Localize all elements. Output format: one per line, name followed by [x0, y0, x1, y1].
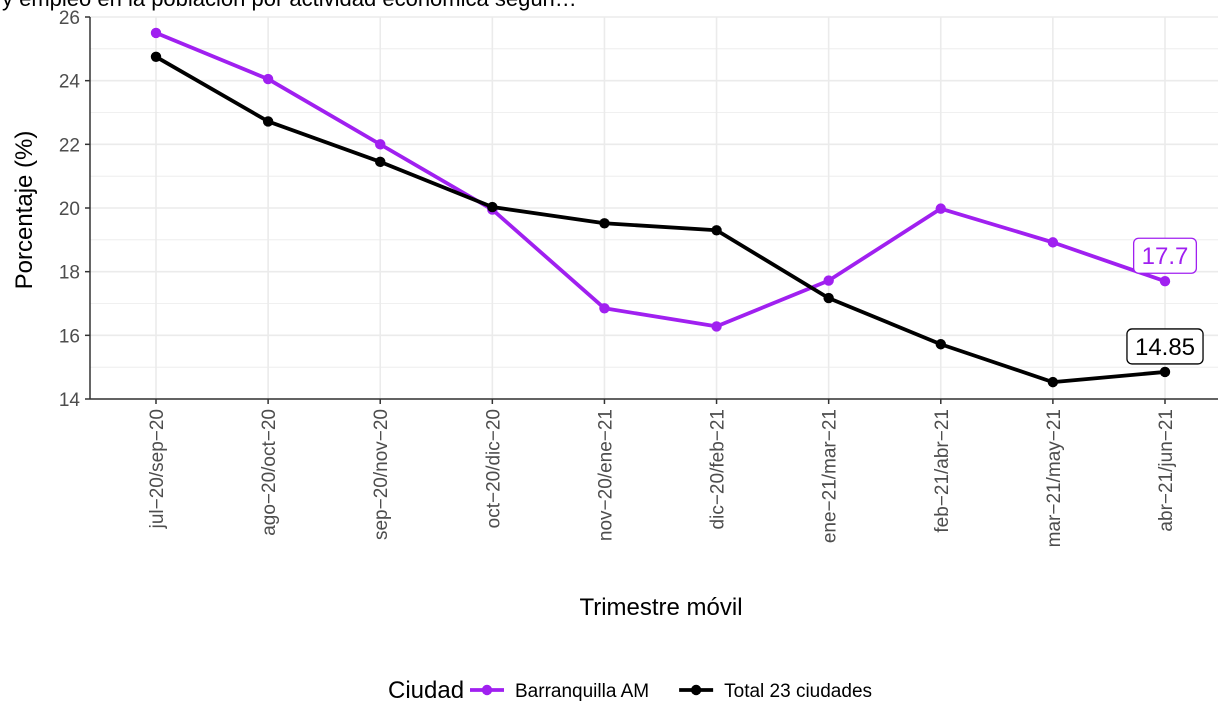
x-tick-label: ene−21/mar−21: [820, 409, 841, 543]
legend-label: Barranquilla AM: [515, 681, 649, 702]
x-tick-label: feb−21/abr−21: [932, 409, 953, 533]
y-tick-label: 18: [59, 263, 80, 284]
data-point: [262, 116, 274, 127]
data-point: [935, 339, 946, 350]
data-point: [150, 27, 162, 39]
end-labels: 17.7 14.85: [1126, 237, 1204, 365]
series: [150, 27, 1171, 388]
data-point: [599, 303, 610, 314]
data-point: [1159, 276, 1171, 287]
y-tick-label: 14: [59, 390, 81, 411]
x-tick-label: dic−20/feb−21: [708, 409, 729, 529]
end-label-text: 14.85: [1135, 334, 1195, 361]
legend: Ciudad Barranquilla AM Total 23 ciudades: [388, 677, 872, 702]
x-tick-label: abr−21/jun−21: [1156, 409, 1177, 532]
series-line: [155, 55, 1166, 385]
data-point: [375, 139, 386, 150]
data-point: [1047, 376, 1059, 388]
y-tick-label: 16: [59, 326, 80, 347]
chart-title: y empleo en la población por actividad e…: [2, 0, 577, 11]
data-point: [375, 156, 386, 168]
data-point: [823, 275, 834, 286]
y-axis-title: Porcentaje (%): [11, 131, 38, 290]
x-tick-label: oct−20/dic−20: [483, 409, 504, 528]
end-label-box: [1126, 328, 1204, 365]
y-tick-label: 24: [59, 72, 81, 93]
legend-title: Ciudad: [388, 677, 464, 702]
legend-swatch-point: [481, 684, 493, 696]
end-label: 17.7: [1132, 237, 1198, 274]
data-point: [823, 292, 834, 304]
data-point: [487, 201, 498, 213]
x-tick-label: nov−20/ene−21: [595, 409, 616, 541]
y-tick-label: 26: [59, 8, 80, 29]
data-point: [711, 225, 722, 236]
x-axis-title: Trimestre móvil: [579, 594, 742, 621]
x-tick-label: jul−20/sep−20: [147, 409, 168, 529]
data-point: [1047, 237, 1059, 248]
data-point: [150, 51, 162, 62]
end-label-box: [1132, 237, 1198, 274]
y-tick-label: 20: [59, 199, 80, 220]
y-tick-label: 22: [59, 135, 80, 156]
x-tick-label: sep−20/nov−20: [371, 409, 392, 540]
end-label-text: 17.7: [1142, 243, 1189, 270]
x-tick-labels: jul−20/sep−20 ago−20/oct−20 sep−20/nov−20 o…: [147, 399, 1177, 547]
data-point: [262, 73, 274, 85]
y-tick-labels: 14 16 18 20 22 24 26: [59, 8, 90, 411]
legend-item: Total 23 ciudades: [679, 681, 872, 702]
data-point: [935, 203, 946, 214]
x-tick-label: mar−21/may−21: [1044, 409, 1065, 547]
legend-item: Barranquilla AM: [470, 681, 649, 702]
legend-swatch-point: [690, 684, 702, 696]
x-tick-label: ago−20/oct−20: [259, 409, 280, 536]
legend-label: Total 23 ciudades: [724, 681, 872, 702]
data-point: [711, 321, 722, 332]
series-1: [150, 51, 1171, 388]
data-point: [599, 218, 610, 229]
series-line: [155, 31, 1166, 329]
end-label: 14.85: [1126, 328, 1204, 365]
data-point: [1159, 366, 1171, 378]
series-0: [150, 27, 1171, 332]
